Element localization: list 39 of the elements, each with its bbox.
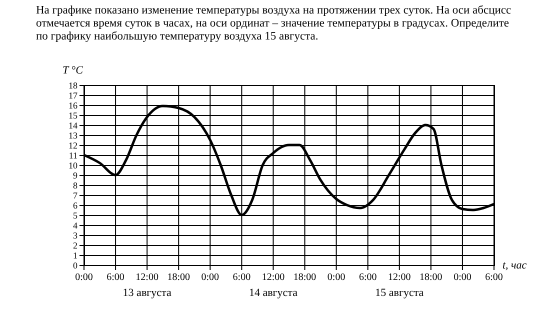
- y-tick-label: 10: [68, 160, 78, 170]
- y-tick-label: 13: [68, 130, 78, 140]
- x-tick-label: 0:00: [75, 272, 93, 283]
- y-tick-label: 2: [73, 240, 78, 250]
- x-tick-label: 18:00: [420, 272, 442, 283]
- y-tick-label: 7: [73, 190, 78, 200]
- x-tick-label: 0:00: [201, 272, 220, 283]
- chart-title: На графике показано изменение температуры воздуха на протяжении трех суток. На оси абсцисс отмечается время суток в часах, на оси ординат – значение температуры в градусах. Определите по графику наибольшую температуру воздуха 15 августа.: [36, 4, 512, 42]
- text: 14 августа: [248, 287, 298, 299]
- y-tick-label: 11: [68, 150, 78, 160]
- x-tick-label: 18:00: [293, 272, 316, 283]
- y-tick-label: 3: [73, 230, 78, 240]
- x-tick-label: 6:00: [232, 272, 251, 283]
- y-tick-label: 16: [68, 100, 78, 110]
- y-tick-label: 9: [73, 170, 78, 180]
- x-tick-label: 12:00: [262, 272, 285, 283]
- x-tick-label: 12:00: [388, 272, 411, 283]
- y-tick-label: 1: [73, 250, 78, 260]
- x-tick-label: 0:00: [327, 272, 346, 283]
- x-tick-label: 0:00: [454, 272, 472, 283]
- y-tick-label: 4: [73, 220, 78, 230]
- x-tick-label: 6:00: [106, 272, 124, 283]
- y-tick-label: 14: [68, 120, 78, 130]
- y-tick-label: 12: [68, 140, 78, 150]
- y-tick-label: 15: [68, 110, 78, 120]
- y-tick-label: 18: [68, 80, 78, 90]
- y-tick-label: 8: [73, 180, 78, 190]
- x-axis-title: t, час: [502, 260, 527, 272]
- x-tick-label: 18:00: [167, 272, 190, 283]
- x-tick-label: 12:00: [136, 272, 158, 283]
- y-tick-label: 0: [73, 260, 78, 270]
- y-tick-label: 17: [68, 90, 78, 100]
- x-tick-label: 6:00: [358, 272, 377, 283]
- text: 15 августа: [375, 287, 424, 299]
- y-tick-label: 6: [73, 200, 78, 210]
- x-tick-label: 6:00: [485, 272, 503, 283]
- y-tick-label: 5: [73, 210, 78, 220]
- text: 13 августа: [122, 287, 172, 299]
- y-axis-title: T °C: [62, 64, 84, 76]
